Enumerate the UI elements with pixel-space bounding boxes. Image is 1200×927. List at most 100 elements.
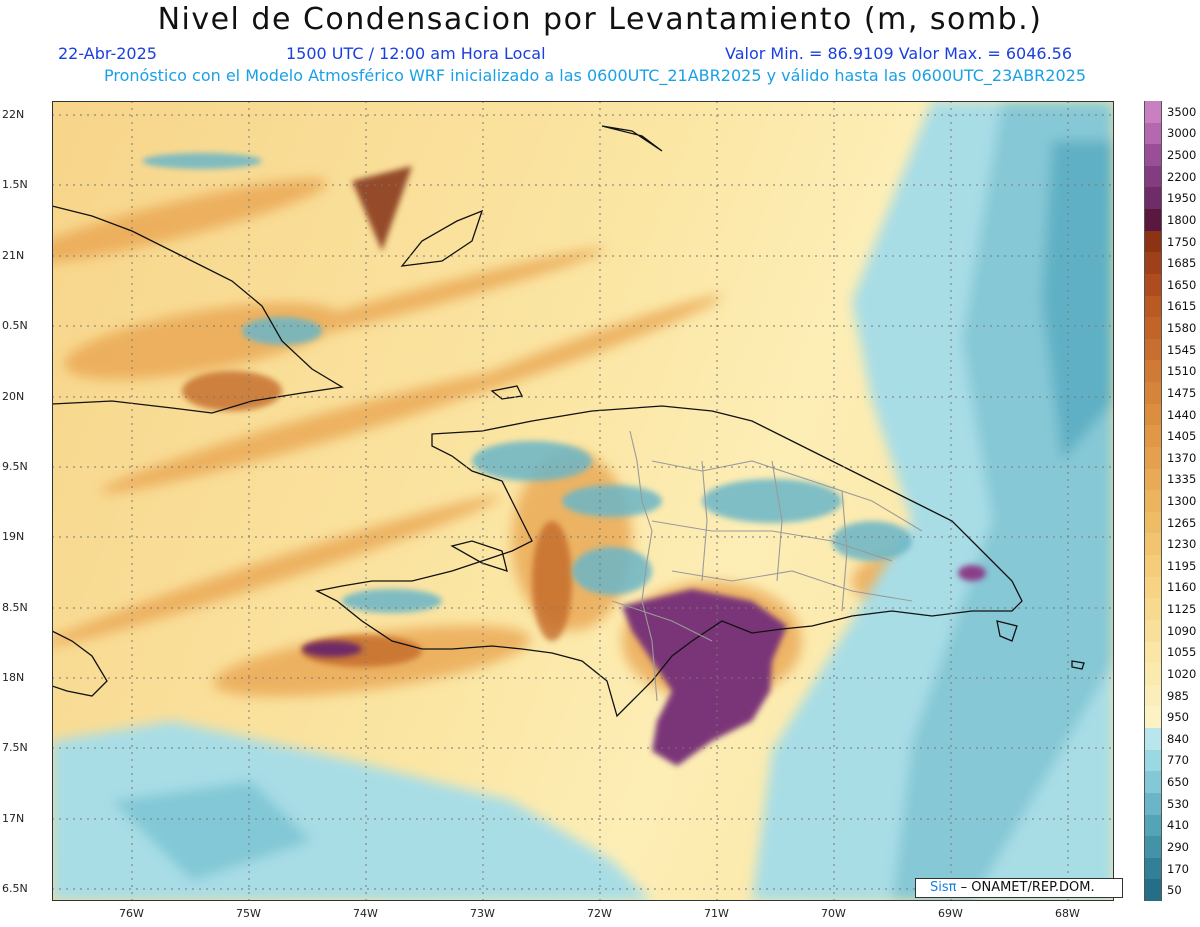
lat-label: 1.5N [2, 178, 28, 191]
lon-label: 69W [938, 907, 963, 920]
colorbar-level-label: 1685 [1167, 256, 1197, 271]
colorbar-level-label: 1580 [1167, 321, 1197, 336]
lat-label: 9.5N [2, 460, 28, 473]
colorbar-level-label: 1090 [1167, 623, 1197, 638]
lat-label: 22N [2, 108, 25, 121]
colorbar-level-label: 840 [1167, 731, 1189, 746]
coastlines [52, 125, 1085, 718]
lat-label: 8.5N [2, 601, 28, 614]
lon-label: 70W [821, 907, 846, 920]
colorbar-level-label: 1160 [1167, 580, 1197, 595]
lat-label: 7.5N [2, 741, 28, 754]
colorbar-level-label: 290 [1167, 839, 1189, 854]
colorbar-level-label: 1950 [1167, 191, 1197, 206]
colorbar-swatch [1145, 490, 1161, 513]
shading-layer [52, 101, 1114, 901]
colorbar-level-label: 985 [1167, 688, 1189, 703]
colorbar-level-label: 2200 [1167, 169, 1197, 184]
colorbar-swatch [1145, 468, 1161, 491]
lat-label: 17N [2, 812, 25, 825]
colorbar-swatch [1145, 273, 1161, 297]
forecast-time: 1500 UTC / 12:00 am Hora Local [286, 44, 546, 63]
colorbar-swatch [1145, 295, 1161, 318]
colorbar-swatch [1145, 403, 1161, 426]
colorbar-swatch [1145, 814, 1161, 837]
colorbar-swatch [1145, 857, 1161, 880]
colorbar-level-label: 1440 [1167, 407, 1197, 422]
colorbar-level-label: 50 [1167, 883, 1182, 898]
graticule [52, 101, 1114, 901]
colorbar-swatch [1145, 317, 1161, 340]
lat-label: 18N [2, 671, 25, 684]
colorbar-swatch [1145, 144, 1161, 167]
lon-label: 68W [1055, 907, 1080, 920]
colorbar-swatch [1145, 425, 1161, 448]
colorbar-level-label: 950 [1167, 710, 1189, 725]
colorbar-level-label: 1750 [1167, 234, 1197, 249]
forecast-date: 22-Abr-2025 [58, 44, 157, 63]
colorbar-level-label: 1650 [1167, 277, 1197, 292]
colorbar-swatch [1145, 792, 1161, 815]
colorbar-level-label: 1300 [1167, 494, 1197, 508]
admin-borders [611, 430, 923, 702]
colorbar-level-label: 770 [1167, 753, 1189, 768]
colorbar-swatch [1145, 446, 1161, 470]
colorbar-swatch [1145, 187, 1161, 210]
colorbar-level-label: 1265 [1167, 515, 1197, 530]
colorbar-level-label: 410 [1167, 818, 1189, 833]
lcl-field-map [52, 101, 1114, 901]
colorbar-level-label: 1405 [1167, 429, 1197, 444]
model-description: Pronóstico con el Modelo Atmosférico WRF… [103, 66, 1086, 85]
lon-label: 72W [587, 907, 612, 920]
colorbar-swatch [1145, 619, 1161, 643]
lat-label: 21N [2, 249, 25, 262]
colorbar-swatch [1145, 360, 1161, 383]
colorbar-level-label: 1510 [1167, 364, 1197, 379]
colorbar-swatch [1145, 771, 1161, 794]
lon-label: 75W [236, 907, 261, 920]
colorbar [1144, 101, 1162, 902]
colorbar-level-label: 170 [1167, 861, 1189, 876]
colorbar-swatch [1145, 382, 1161, 405]
colorbar-swatch [1145, 684, 1161, 707]
colorbar-level-label: 1195 [1167, 558, 1197, 573]
colorbar-swatch [1145, 706, 1161, 729]
colorbar-swatch [1145, 598, 1161, 621]
colorbar-level-label: 1230 [1167, 537, 1197, 552]
colorbar-level-label: 1335 [1167, 472, 1197, 487]
colorbar-swatch [1145, 576, 1161, 599]
colorbar-level-label: 1545 [1167, 342, 1197, 357]
lat-label: 0.5N [2, 319, 28, 332]
colorbar-level-label: 1475 [1167, 385, 1197, 400]
colorbar-swatch [1145, 165, 1161, 188]
min-max-values: Valor Min. = 86.9109 Valor Max. = 6046.5… [725, 44, 1073, 63]
colorbar-level-label: 2500 [1167, 148, 1197, 163]
colorbar-swatch [1145, 555, 1161, 578]
colorbar-swatch [1145, 879, 1161, 902]
lon-label: 71W [704, 907, 729, 920]
colorbar-swatch [1145, 511, 1161, 534]
colorbar-level-label: 530 [1167, 796, 1189, 811]
lat-label: 6.5N [2, 882, 28, 895]
colorbar-swatch [1145, 728, 1161, 751]
colorbar-swatch [1145, 533, 1161, 556]
colorbar-level-label: 1020 [1167, 666, 1197, 681]
colorbar-level-label: 650 [1167, 775, 1189, 790]
colorbar-level-label: 1370 [1167, 450, 1197, 465]
colorbar-swatch [1145, 209, 1161, 232]
colorbar-swatch [1145, 122, 1161, 145]
colorbar-level-label: 1800 [1167, 212, 1197, 227]
colorbar-level-label: 3500 [1167, 104, 1197, 119]
credit-text: – ONAMET/REP.DOM. [956, 880, 1095, 895]
colorbar-swatch [1145, 230, 1161, 253]
colorbar-level-label: 1125 [1167, 602, 1197, 617]
colorbar-level-label: 3000 [1167, 126, 1197, 141]
colorbar-swatch [1145, 252, 1161, 275]
lon-label: 73W [470, 907, 495, 920]
colorbar-swatch [1145, 663, 1161, 686]
lon-label: 74W [353, 907, 378, 920]
colorbar-level-label: 1055 [1167, 645, 1197, 660]
colorbar-swatch [1145, 101, 1161, 124]
lon-label: 76W [119, 907, 144, 920]
colorbar-level-label: 1615 [1167, 299, 1197, 314]
